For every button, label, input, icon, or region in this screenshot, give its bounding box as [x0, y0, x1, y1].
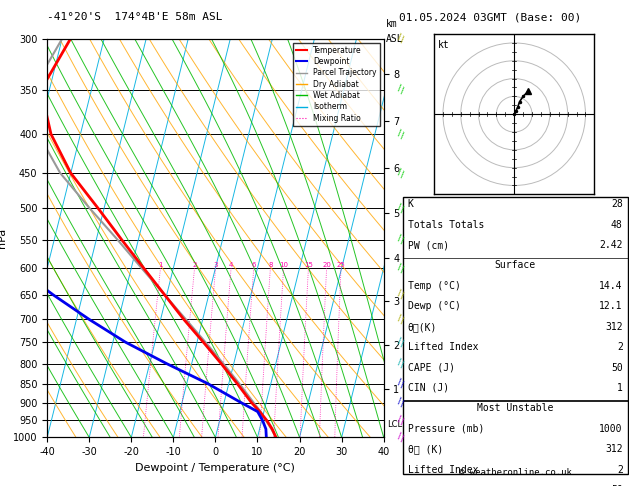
Text: © weatheronline.co.uk: © weatheronline.co.uk	[459, 468, 572, 477]
X-axis label: Dewpoint / Temperature (°C): Dewpoint / Temperature (°C)	[135, 463, 296, 473]
Text: CAPE (J): CAPE (J)	[408, 363, 455, 373]
Text: θᴄ(K): θᴄ(K)	[408, 322, 437, 332]
Text: 2: 2	[617, 342, 623, 352]
Text: \\: \\	[393, 83, 406, 97]
Text: \\: \\	[393, 288, 406, 301]
Text: 14.4: 14.4	[599, 281, 623, 291]
Text: 2: 2	[192, 262, 197, 268]
Text: \\: \\	[393, 201, 406, 215]
Text: 50: 50	[611, 485, 623, 486]
Text: 20: 20	[322, 262, 331, 268]
Text: \\: \\	[393, 335, 406, 349]
Text: 12.1: 12.1	[599, 301, 623, 312]
Text: 6: 6	[252, 262, 256, 268]
Text: kt: kt	[438, 40, 449, 50]
Text: \\: \\	[393, 233, 406, 246]
Text: CAPE (J): CAPE (J)	[408, 485, 455, 486]
Text: θᴄ (K): θᴄ (K)	[408, 444, 443, 454]
Legend: Temperature, Dewpoint, Parcel Trajectory, Dry Adiabat, Wet Adiabat, Isotherm, Mi: Temperature, Dewpoint, Parcel Trajectory…	[292, 43, 380, 125]
Text: Most Unstable: Most Unstable	[477, 403, 554, 414]
Text: \\: \\	[393, 431, 406, 444]
Text: ASL: ASL	[386, 34, 403, 44]
Text: 50: 50	[611, 363, 623, 373]
Text: 312: 312	[605, 444, 623, 454]
Text: \\: \\	[393, 127, 406, 141]
Text: 312: 312	[605, 322, 623, 332]
Text: \\: \\	[393, 261, 406, 275]
Text: km: km	[386, 19, 398, 30]
Text: \\: \\	[393, 166, 406, 180]
Text: Temp (°C): Temp (°C)	[408, 281, 460, 291]
Text: 2: 2	[617, 465, 623, 475]
Text: 25: 25	[337, 262, 345, 268]
Text: \\: \\	[393, 414, 406, 427]
Text: \\: \\	[393, 312, 406, 326]
Text: 01.05.2024 03GMT (Base: 00): 01.05.2024 03GMT (Base: 00)	[399, 12, 582, 22]
Text: 28: 28	[611, 199, 623, 209]
Text: 48: 48	[611, 220, 623, 230]
Text: \\: \\	[393, 377, 406, 390]
Text: \\: \\	[393, 32, 406, 46]
Text: Totals Totals: Totals Totals	[408, 220, 484, 230]
Text: 1000: 1000	[599, 424, 623, 434]
Text: -41°20'S  174°4B'E 58m ASL: -41°20'S 174°4B'E 58m ASL	[47, 12, 223, 22]
Text: PW (cm): PW (cm)	[408, 240, 448, 250]
Text: 8: 8	[268, 262, 272, 268]
Text: LCL: LCL	[387, 420, 402, 429]
Text: 3: 3	[213, 262, 218, 268]
Y-axis label: hPa: hPa	[0, 228, 8, 248]
Text: Lifted Index: Lifted Index	[408, 465, 478, 475]
Text: Lifted Index: Lifted Index	[408, 342, 478, 352]
Text: 2.42: 2.42	[599, 240, 623, 250]
Text: K: K	[408, 199, 413, 209]
Text: CIN (J): CIN (J)	[408, 383, 448, 393]
Text: Surface: Surface	[494, 260, 536, 271]
Text: 1: 1	[617, 383, 623, 393]
Text: Pressure (mb): Pressure (mb)	[408, 424, 484, 434]
Text: \\: \\	[393, 396, 406, 409]
Text: \\: \\	[393, 357, 406, 370]
Text: Dewp (°C): Dewp (°C)	[408, 301, 460, 312]
Text: 1: 1	[159, 262, 163, 268]
Text: 10: 10	[279, 262, 288, 268]
Text: 15: 15	[304, 262, 313, 268]
Text: 4: 4	[229, 262, 233, 268]
